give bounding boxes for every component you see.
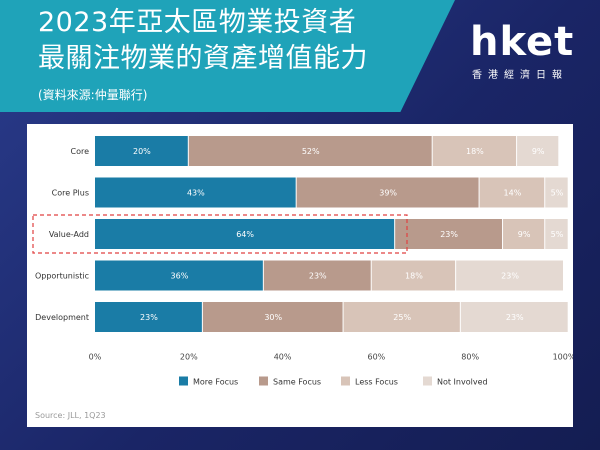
data-label-core-plus-more-focus: 43%: [187, 189, 205, 198]
source-note: Source: JLL, 1Q23: [35, 411, 106, 420]
data-label-development-not-involved: 23%: [506, 313, 524, 322]
bar-core-plus-more-focus: [95, 177, 296, 208]
legend-swatch-more-focus: [179, 376, 188, 386]
legend-label-not-involved: Not Involved: [437, 378, 488, 387]
category-label-opportunistic: Opportunistic: [35, 272, 89, 281]
bar-opportunistic-less-focus: [371, 260, 456, 291]
x-tick-label-2: 40%: [274, 353, 292, 362]
x-tick-label-1: 20%: [180, 353, 198, 362]
bar-core-plus-same-focus: [296, 177, 479, 208]
data-label-development-same-focus: 30%: [264, 313, 282, 322]
legend-label-more-focus: More Focus: [193, 378, 238, 387]
legend-swatch-same-focus: [259, 376, 268, 386]
bar-opportunistic-same-focus: [263, 260, 371, 291]
subtitle: (資料來源:仲量聯行): [38, 88, 148, 102]
bar-core-not-involved: [517, 136, 559, 166]
data-label-value-add-less-focus: 9%: [518, 230, 531, 239]
data-label-core-plus-not-involved: 5%: [551, 189, 564, 198]
bar-value-add-same-focus: [395, 219, 503, 249]
category-label-core: Core: [70, 147, 89, 156]
highlight-box-value-add: [32, 214, 408, 254]
logo-wordmark: hket: [470, 19, 575, 65]
data-label-opportunistic-not-involved: 23%: [501, 272, 519, 281]
data-label-value-add-more-focus: 64%: [236, 230, 254, 239]
legend-swatch-less-focus: [341, 376, 350, 386]
chart-panel: Core 20% 52% 18% 9% Core Plus 43% 39% 14% 5% Value…: [27, 124, 576, 427]
data-label-core-same-focus: 52%: [302, 147, 320, 156]
bar-value-add-more-focus: [95, 219, 395, 249]
x-tick-label-5: 100%: [553, 353, 573, 362]
legend-label-less-focus: Less Focus: [355, 378, 398, 387]
bar-core-more-focus: [95, 136, 188, 166]
bar-development-less-focus: [343, 302, 460, 332]
data-label-value-add-same-focus: 23%: [440, 230, 458, 239]
x-tick-label-0: 0%: [89, 353, 102, 362]
bar-development-not-involved: [460, 302, 568, 332]
data-label-opportunistic-less-focus: 18%: [405, 272, 423, 281]
bar-core-plus-less-focus: [479, 177, 545, 208]
data-label-opportunistic-same-focus: 23%: [309, 272, 327, 281]
logo-tagline: 香港經濟日報: [472, 70, 568, 81]
x-tick-label-4: 80%: [461, 353, 479, 362]
category-label-development: Development: [35, 313, 89, 322]
bar-value-add-not-involved: [545, 219, 568, 249]
bar-core-same-focus: [188, 136, 432, 166]
legend-swatch-not-involved: [423, 376, 432, 386]
bar-development-same-focus: [202, 302, 343, 332]
data-label-core-less-focus: 18%: [466, 147, 484, 156]
hket-logo: hket 香港經濟日報: [468, 22, 586, 82]
category-label-core-plus: Core Plus: [52, 189, 89, 198]
title-band: [0, 0, 455, 112]
data-label-core-not-involved: 9%: [532, 147, 545, 156]
data-label-core-more-focus: 20%: [133, 147, 151, 156]
x-tick-label-3: 60%: [368, 353, 386, 362]
title-line-2: 最關注物業的資產增值能力: [38, 43, 368, 74]
bar-opportunistic-more-focus: [95, 260, 263, 291]
data-label-core-plus-same-focus: 39%: [379, 189, 397, 198]
legend-label-same-focus: Same Focus: [273, 378, 321, 387]
bar-core-plus-not-involved: [545, 177, 568, 208]
bar-opportunistic-not-involved: [456, 260, 563, 291]
data-label-core-plus-less-focus: 14%: [504, 189, 522, 198]
data-label-value-add-not-involved: 5%: [551, 230, 564, 239]
data-label-opportunistic-more-focus: 36%: [171, 272, 189, 281]
category-label-value-add: Value-Add: [49, 230, 89, 239]
stacked-bar-chart: Core 20% 52% 18% 9% Core Plus 43% 39% 14% 5% Value…: [32, 136, 576, 387]
bar-core-less-focus: [432, 136, 517, 166]
data-label-development-more-focus: 23%: [140, 313, 158, 322]
title-line-1: 2023年亞太區物業投資者: [38, 7, 357, 38]
data-label-development-less-focus: 25%: [393, 313, 411, 322]
bar-development-more-focus: [95, 302, 202, 332]
bar-value-add-less-focus: [503, 219, 545, 249]
